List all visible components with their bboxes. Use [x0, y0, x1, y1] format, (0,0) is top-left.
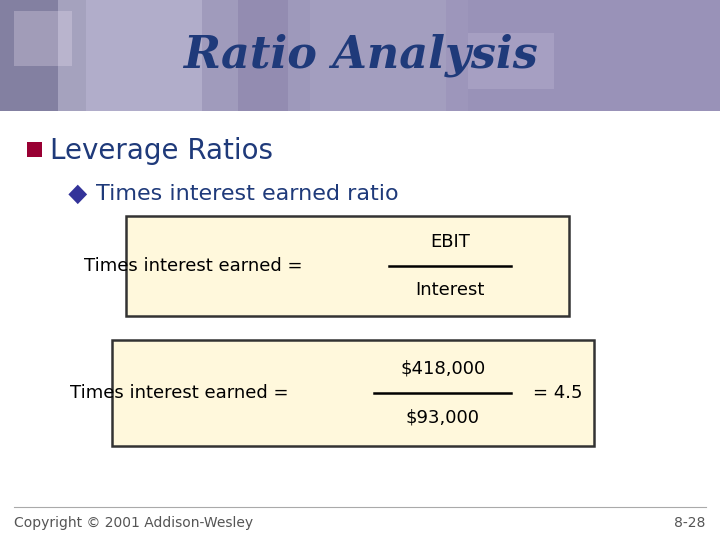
Text: = 4.5: = 4.5	[533, 384, 582, 402]
Bar	[468, 33, 554, 89]
Bar	[446, 0, 720, 111]
Text: Interest: Interest	[415, 281, 485, 299]
Bar	[202, 0, 310, 111]
Bar	[0, 0, 720, 111]
FancyBboxPatch shape	[112, 340, 594, 445]
Text: Ratio Analysis: Ratio Analysis	[183, 33, 537, 77]
Bar	[27, 142, 42, 157]
Polygon shape	[68, 185, 87, 204]
Text: Copyright © 2001 Addison-Wesley: Copyright © 2001 Addison-Wesley	[14, 516, 253, 530]
Bar	[288, 0, 468, 111]
Text: $418,000: $418,000	[400, 360, 485, 377]
Text: $93,000: $93,000	[406, 408, 480, 426]
Bar	[58, 0, 238, 111]
Text: Times interest earned =: Times interest earned =	[70, 384, 288, 402]
Bar	[0, 0, 86, 111]
Text: 8-28: 8-28	[674, 516, 706, 530]
Text: Leverage Ratios: Leverage Ratios	[50, 137, 274, 165]
Text: EBIT: EBIT	[430, 233, 470, 251]
Text: Times interest earned =: Times interest earned =	[84, 257, 302, 275]
FancyBboxPatch shape	[126, 216, 569, 316]
Bar	[14, 11, 72, 66]
Text: Times interest earned ratio: Times interest earned ratio	[96, 184, 398, 205]
